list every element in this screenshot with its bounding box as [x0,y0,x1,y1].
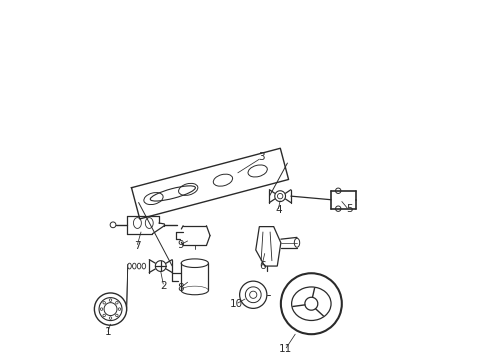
Text: 8: 8 [177,283,184,293]
Text: 3: 3 [258,152,265,162]
Text: 11: 11 [278,344,292,354]
Text: 9: 9 [177,240,184,250]
Text: 7: 7 [134,241,141,251]
Text: 5: 5 [346,204,353,215]
Text: 4: 4 [275,206,282,216]
Text: 6: 6 [259,261,266,271]
Text: 1: 1 [105,327,111,337]
Text: 2: 2 [160,281,167,291]
Text: 10: 10 [230,300,243,310]
